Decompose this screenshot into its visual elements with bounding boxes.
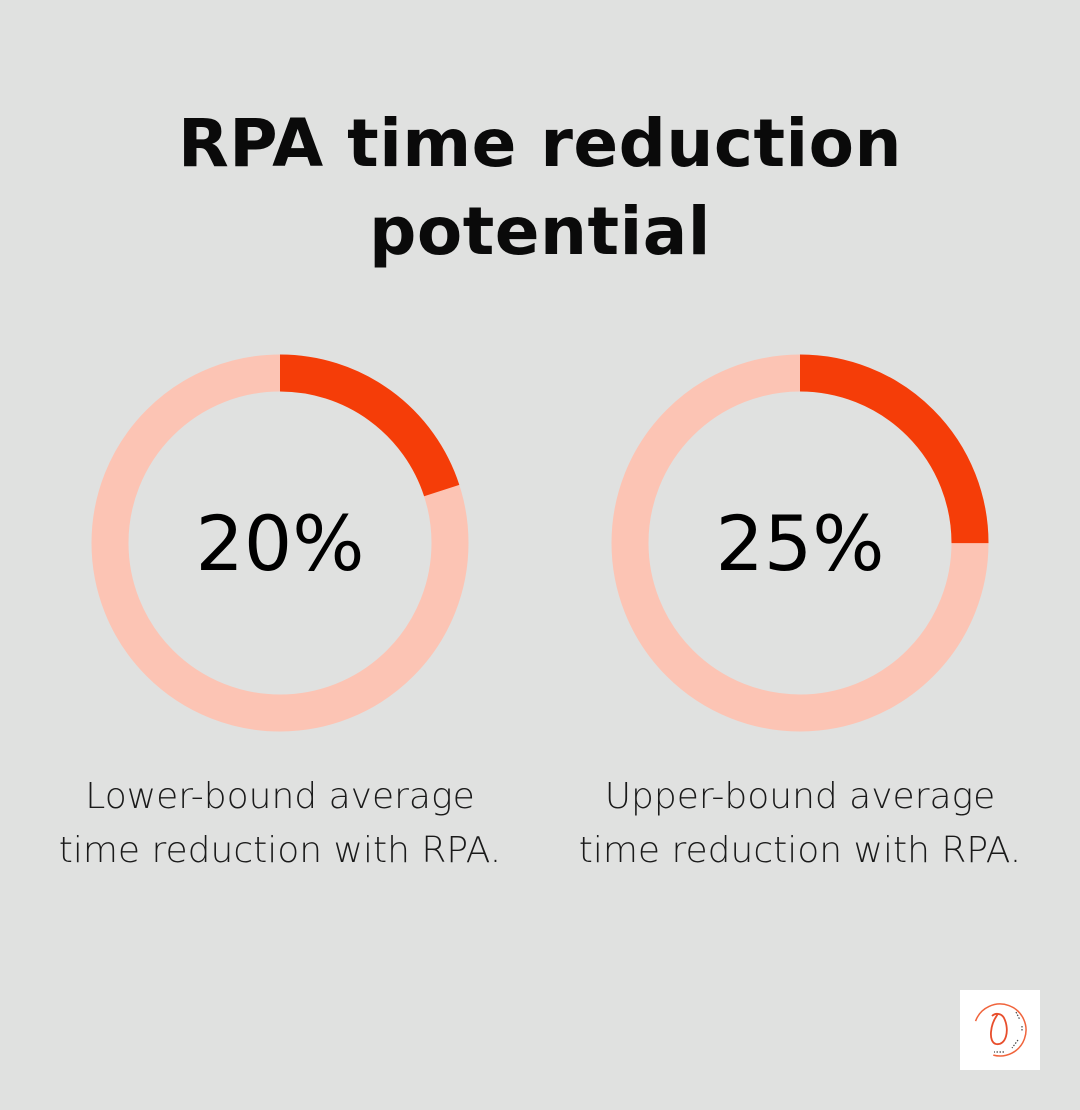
dynamic-digital-solutions-logo-icon bbox=[973, 1003, 1027, 1057]
donut-value: 25% bbox=[715, 498, 885, 588]
brand-logo bbox=[960, 990, 1040, 1070]
donut-ring bbox=[611, 354, 989, 732]
caption-line: Lower-bound average bbox=[85, 776, 475, 817]
donut-ring bbox=[91, 354, 469, 732]
donut-chart-upper: 25% bbox=[611, 354, 989, 732]
caption-line: time reduction with RPA. bbox=[58, 830, 502, 871]
donut-chart-lower: 20% bbox=[91, 354, 469, 732]
donut-value: 20% bbox=[195, 498, 365, 588]
caption-line: Upper-bound average bbox=[604, 776, 996, 817]
caption-lower: Lower-bound average time reduction with … bbox=[20, 770, 540, 878]
caption-line: time reduction with RPA. bbox=[578, 830, 1022, 871]
chart-title: RPA time reduction potential bbox=[177, 105, 903, 270]
caption-upper: Upper-bound average time reduction with … bbox=[540, 770, 1060, 878]
